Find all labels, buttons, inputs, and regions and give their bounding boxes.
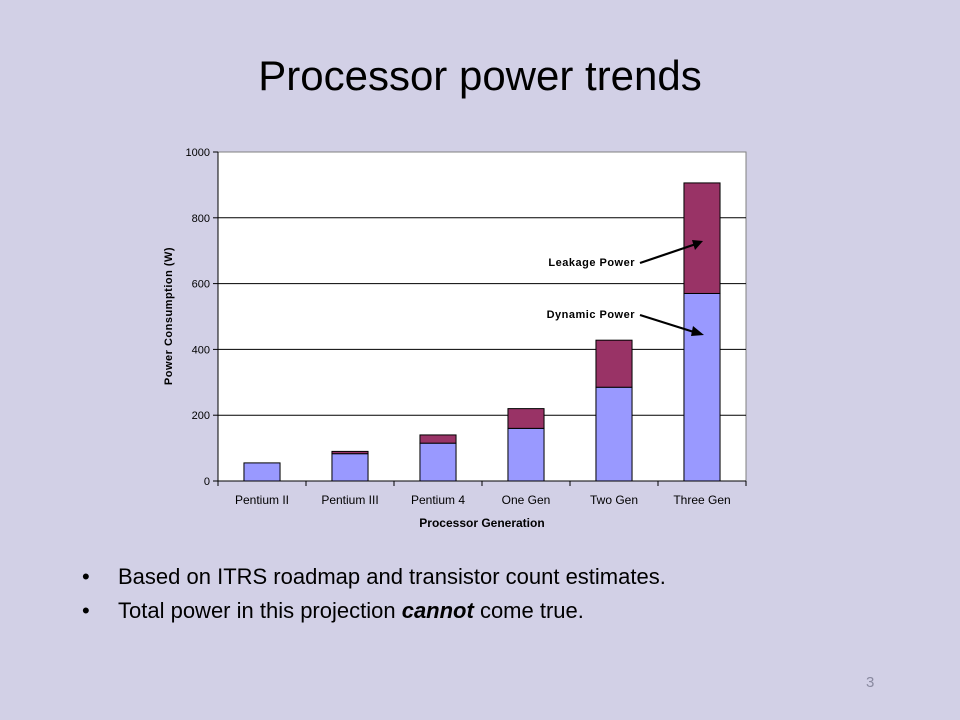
bars [243, 182, 721, 482]
plot-area [217, 151, 747, 482]
annotation-leakage-arrow [639, 242, 697, 265]
slide-title: Processor power trends [258, 52, 702, 99]
annotation-leakage-arrowhead [692, 240, 703, 250]
bar-dynamic [595, 386, 633, 482]
bullet-text: Based on ITRS roadmap and transistor cou… [118, 564, 666, 589]
annotation-dynamic-power: Dynamic Power [547, 309, 636, 321]
bullet-item: Total power in this projection cannot co… [78, 594, 666, 628]
bar-dynamic [507, 427, 545, 482]
bar-dynamic [683, 292, 721, 482]
y-tick-label: 1000 [186, 147, 210, 159]
x-tick-label: Pentium II [235, 493, 289, 507]
y-axis-ticks: 0 200 400 600 800 1000 [186, 147, 218, 488]
y-tick-label: 0 [204, 476, 210, 488]
bar-leakage [331, 450, 369, 455]
x-tick-label: Pentium 4 [411, 493, 465, 507]
annotation-dynamic-arrowhead [691, 326, 704, 336]
bullet-text: Total power in this projection [118, 598, 402, 623]
y-axis-title: Power Consumption (W) [163, 247, 175, 385]
bullet-list: Based on ITRS roadmap and transistor cou… [78, 560, 666, 628]
page-number: 3 [866, 674, 875, 691]
bar-dynamic [419, 442, 457, 482]
bar-leakage [595, 339, 633, 388]
annotation-dynamic-arrow [639, 313, 698, 335]
annotation-leakage-power: Leakage Power [548, 257, 635, 269]
bar-leakage [683, 182, 721, 294]
bar-leakage [419, 434, 457, 444]
y-tick-label: 600 [192, 279, 210, 291]
y-tick-label: 800 [192, 213, 210, 225]
x-tick-label: Two Gen [590, 493, 638, 507]
bullet-text-end: come true. [473, 598, 584, 623]
x-axis-ticks: Pentium II Pentium III Pentium 4 One Gen Two… [217, 481, 747, 507]
bar-dynamic [331, 453, 369, 482]
x-tick-label: One Gen [502, 493, 551, 507]
bullet-emphasis: cannot [401, 598, 474, 623]
bar-leakage [507, 408, 545, 429]
x-tick-label: Three Gen [673, 493, 730, 507]
y-tick-label: 200 [192, 410, 210, 422]
gridlines [218, 217, 746, 416]
x-tick-label: Pentium III [321, 493, 378, 507]
y-tick-label: 400 [192, 344, 210, 356]
bar-dynamic [243, 462, 281, 482]
bullet-item: Based on ITRS roadmap and transistor cou… [78, 560, 666, 594]
x-axis-title: Processor Generation [419, 516, 544, 530]
